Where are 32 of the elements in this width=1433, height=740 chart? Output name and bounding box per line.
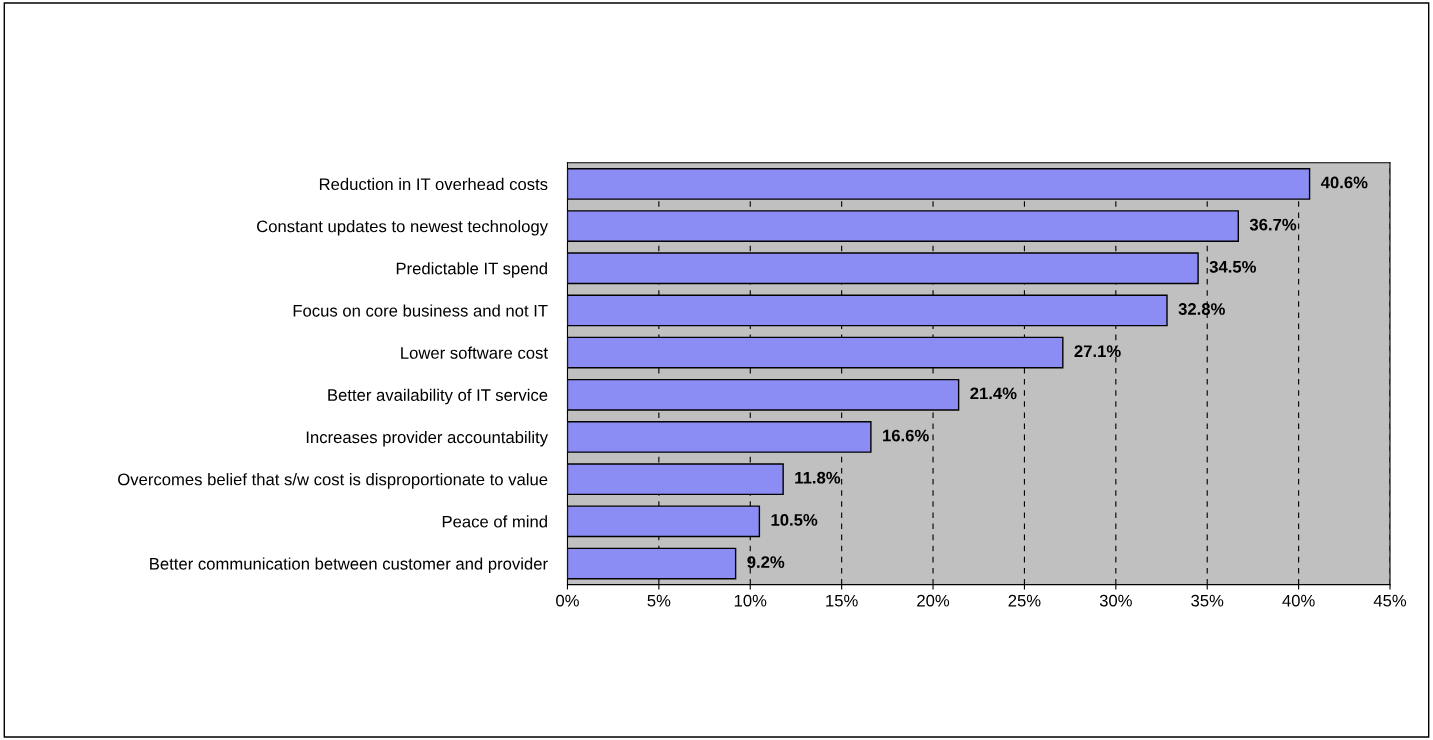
y-tick-label: Peace of mind xyxy=(442,515,547,528)
y-tick-label: Lower software cost xyxy=(401,346,548,359)
data-label: 34.5% xyxy=(1209,260,1257,273)
y-tick-label: Reduction in IT overhead costs xyxy=(319,177,548,191)
x-tick-label: 40% xyxy=(1282,594,1315,607)
x-tick-label: 5% xyxy=(647,594,671,607)
data-label: 16.6% xyxy=(883,429,929,442)
data-label: 21.4% xyxy=(970,387,1017,400)
y-tick-label: Increases provider accountability xyxy=(306,430,549,447)
y-tick-label: Overcomes belief that s/w cost is disproportionate to value xyxy=(118,473,548,489)
y-tick-label: Predictable IT spend xyxy=(396,262,547,278)
data-label: 27.1% xyxy=(1074,345,1121,358)
x-tick-label: 30% xyxy=(1099,594,1132,607)
x-tick-label: 35% xyxy=(1191,594,1224,607)
data-label: 40.6% xyxy=(1320,176,1368,189)
x-tick-label: 10% xyxy=(734,594,767,607)
data-label: 10.5% xyxy=(771,514,818,526)
data-label: 11.8% xyxy=(795,471,841,484)
data-label: 9.2% xyxy=(747,556,785,568)
x-tick-label: 0% xyxy=(556,594,579,607)
data-label: 32.8% xyxy=(1178,303,1225,315)
y-tick-label: Focus on core business and not IT xyxy=(293,304,548,317)
x-tick-label: 20% xyxy=(917,594,950,607)
x-tick-label: 45% xyxy=(1373,594,1407,607)
bar xyxy=(567,547,737,580)
data-label: 36.7% xyxy=(1249,218,1297,231)
y-tick-label: Constant updates to newest technology xyxy=(257,220,549,236)
y-tick-label: Better communication between customer and provider xyxy=(150,557,548,574)
x-tick-label: 15% xyxy=(826,594,858,607)
x-tick-label: 25% xyxy=(1008,594,1041,607)
y-tick-label: Better availability of IT service xyxy=(328,388,548,405)
bar xyxy=(567,378,960,411)
